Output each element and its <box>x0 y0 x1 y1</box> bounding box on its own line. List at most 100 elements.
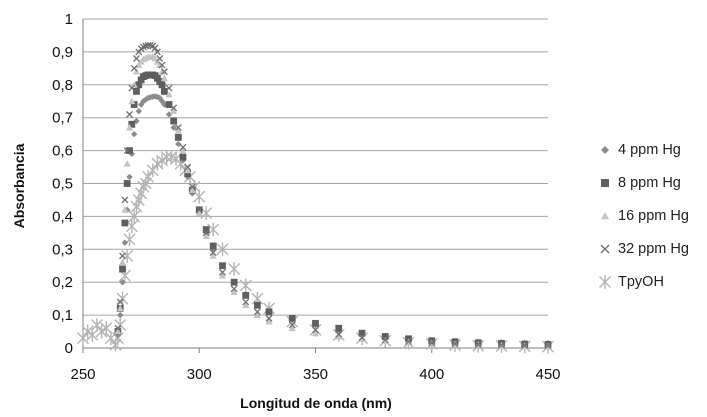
data-point <box>116 298 124 306</box>
data-point <box>381 336 389 344</box>
data-point <box>312 319 319 327</box>
data-point <box>311 329 320 337</box>
data-point <box>116 291 129 306</box>
data-point <box>335 332 343 340</box>
data-point <box>202 226 210 233</box>
data-point <box>242 291 250 299</box>
data-point <box>498 341 505 349</box>
data-point <box>288 314 296 322</box>
data-point <box>219 268 226 276</box>
data-point <box>239 278 252 293</box>
data-point <box>77 331 89 346</box>
y-tick-label: 0,8 <box>52 77 73 94</box>
data-point <box>544 342 552 350</box>
data-point <box>253 311 261 318</box>
y-tick-label: 0 <box>65 340 73 357</box>
y-tick-label: 0,4 <box>52 208 73 225</box>
legend: 4 ppm Hg 8 ppm Hg 16 ppm Hg 32 ppm Hg TpyOH <box>598 133 689 299</box>
legend-label: 16 ppm Hg <box>618 207 689 224</box>
data-point <box>158 81 166 89</box>
data-point <box>381 333 389 340</box>
data-point <box>165 150 178 165</box>
data-point <box>216 242 229 257</box>
data-point <box>230 285 238 293</box>
data-point <box>142 170 155 184</box>
data-point <box>209 242 217 250</box>
data-point <box>165 111 173 118</box>
x-tick-label: 350 <box>303 366 328 383</box>
data-point <box>165 91 173 98</box>
data-point <box>128 209 141 224</box>
data-point <box>126 110 133 118</box>
data-point <box>146 41 154 49</box>
data-point <box>288 321 296 329</box>
y-tick-label: 0,5 <box>52 176 73 193</box>
data-point <box>119 252 126 260</box>
data-point <box>119 279 126 286</box>
asterisk-marker-icon <box>598 275 612 290</box>
axes <box>82 19 549 353</box>
data-point <box>174 127 182 134</box>
data-point <box>312 326 319 334</box>
y-tick-label: 0,2 <box>52 274 73 291</box>
gridlines <box>83 18 548 349</box>
data-point <box>137 101 145 108</box>
data-point <box>126 173 133 181</box>
legend-item: 32 ppm Hg <box>598 233 689 266</box>
data-point <box>174 134 182 141</box>
series-32-ppm-hg <box>114 41 552 350</box>
data-point <box>265 314 273 322</box>
data-point <box>123 180 131 187</box>
data-point <box>358 329 366 337</box>
data-point <box>153 48 161 56</box>
y-tick-label: 0,1 <box>52 307 73 324</box>
data-point <box>121 249 134 263</box>
data-point <box>288 324 296 332</box>
data-point <box>151 44 159 52</box>
data-point <box>184 170 192 178</box>
x-tick-label: 400 <box>419 366 444 383</box>
legend-item: 8 ppm Hg <box>598 166 689 199</box>
data-point <box>265 308 273 316</box>
data-point <box>165 101 173 108</box>
legend-item: 4 ppm Hg <box>598 133 689 166</box>
data-point <box>170 107 178 114</box>
data-point <box>165 84 173 92</box>
data-point <box>123 147 131 155</box>
series-16-ppm-hg <box>114 53 552 350</box>
data-point <box>195 209 203 216</box>
data-point <box>121 206 129 213</box>
data-point <box>160 68 168 76</box>
diamond-marker-icon <box>598 143 612 157</box>
data-point <box>116 304 124 312</box>
data-point <box>135 107 142 115</box>
data-point <box>207 222 220 237</box>
data-point <box>121 219 129 227</box>
square-marker-icon <box>598 176 612 190</box>
legend-label: 32 ppm Hg <box>618 241 689 258</box>
data-point <box>405 337 412 345</box>
triangle-marker-icon <box>598 209 612 223</box>
data-point <box>474 340 482 348</box>
x-marker-icon <box>598 242 612 256</box>
series-8-ppm-hg <box>114 71 552 348</box>
data-point <box>121 239 129 246</box>
y-axis-title: Absorbancia <box>11 143 27 228</box>
data-point <box>130 101 138 108</box>
data-point <box>218 272 227 279</box>
data-point <box>170 104 178 112</box>
data-point <box>179 153 187 161</box>
data-point <box>114 324 122 332</box>
x-axis-title: Longitud de onda (nm) <box>240 395 392 411</box>
data-point <box>130 64 138 72</box>
data-point <box>156 55 164 62</box>
data-point <box>142 96 149 103</box>
y-tick-label: 1 <box>65 11 73 28</box>
data-point <box>209 249 217 257</box>
data-point <box>133 117 140 125</box>
data-point <box>230 288 238 295</box>
data-point <box>188 186 196 193</box>
legend-item: TpyOH <box>598 266 689 299</box>
data-point <box>128 97 136 105</box>
